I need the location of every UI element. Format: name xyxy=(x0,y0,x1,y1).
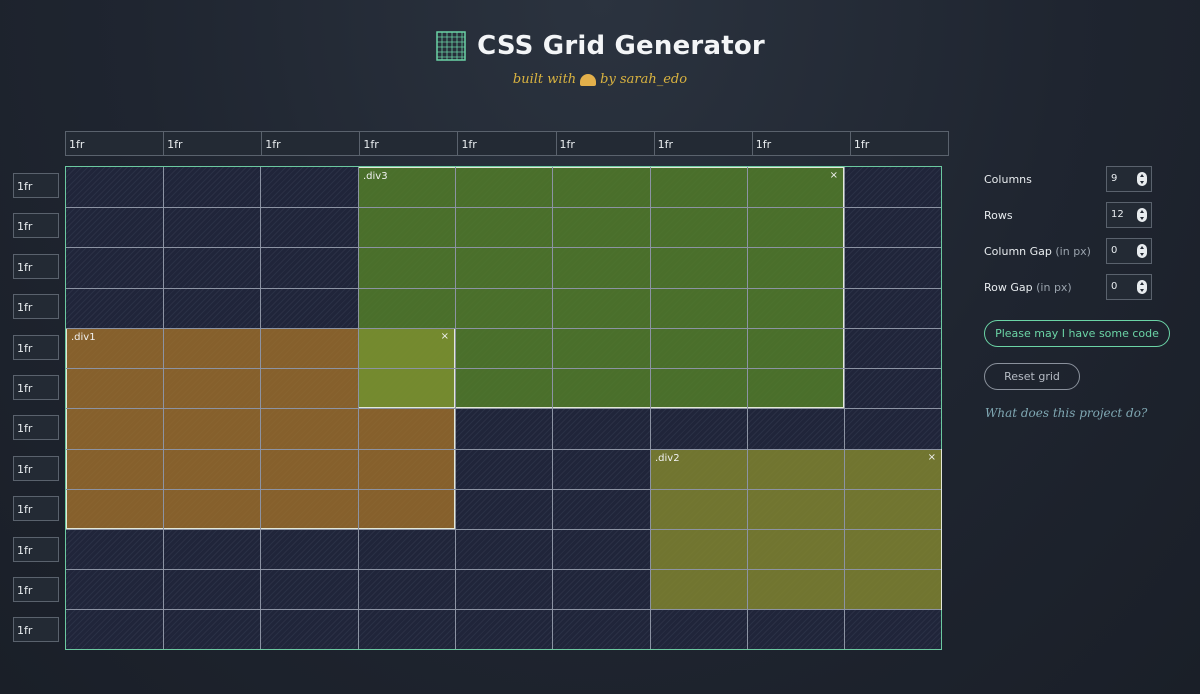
subtitle-suffix: by sarah_edo xyxy=(600,72,688,87)
column-size-input[interactable]: 1fr xyxy=(751,131,850,156)
grid-line xyxy=(66,288,941,289)
columns-control: Columns 9 xyxy=(984,166,1152,192)
settings-panel: Columns 9 Rows 12 Column Gap (in px) 0 R… xyxy=(984,166,1184,310)
column-gap-hint: (in px) xyxy=(1055,244,1091,258)
taco-icon xyxy=(580,73,597,86)
grid-line xyxy=(66,247,941,248)
grid-line xyxy=(66,609,941,610)
grid-logo-icon xyxy=(436,31,466,61)
row-size-input[interactable]: 1fr xyxy=(13,294,59,320)
subtitle-prefix: built with xyxy=(512,72,577,87)
column-gap-label: Column Gap (in px) xyxy=(984,245,1091,258)
grid-line xyxy=(66,207,941,208)
grid-line xyxy=(66,569,941,570)
column-size-input[interactable]: 1fr xyxy=(65,131,164,156)
row-gap-label-text: Row Gap xyxy=(984,280,1033,294)
row-size-input[interactable]: 1fr xyxy=(13,496,59,522)
row-size-input[interactable]: 1fr xyxy=(13,374,59,400)
close-icon[interactable]: × xyxy=(829,170,838,181)
row-gap-value: 0 xyxy=(1111,281,1118,292)
column-gap-control: Column Gap (in px) 0 xyxy=(984,238,1152,264)
row-gap-label: Row Gap (in px) xyxy=(984,281,1072,294)
stepper-icon[interactable] xyxy=(1137,172,1147,186)
column-size-input[interactable]: 1fr xyxy=(555,131,654,156)
area-label: .div1 xyxy=(71,332,96,343)
column-size-input[interactable]: 1fr xyxy=(261,131,360,156)
grid-line xyxy=(66,489,941,490)
reset-grid-button[interactable]: Reset grid xyxy=(984,363,1080,390)
rows-input[interactable]: 12 xyxy=(1106,202,1152,228)
subtitle: built with by sarah_edo xyxy=(0,72,1200,87)
grid-canvas[interactable]: .div3 × .div1 × .div2 × xyxy=(65,166,942,650)
close-icon[interactable]: × xyxy=(440,331,449,342)
area-label: .div2 xyxy=(655,453,680,464)
rows-control: Rows 12 xyxy=(984,202,1152,228)
area-label: .div3 xyxy=(363,171,388,182)
column-gap-value: 0 xyxy=(1111,245,1118,256)
row-size-inputs: 1fr 1fr 1fr 1fr 1fr 1fr 1fr 1fr 1fr 1fr … xyxy=(13,173,59,658)
grid-line xyxy=(66,449,941,450)
grid-line xyxy=(66,368,941,369)
column-size-input[interactable]: 1fr xyxy=(653,131,752,156)
row-size-input[interactable]: 1fr xyxy=(13,455,59,481)
page-title: CSS Grid Generator xyxy=(477,31,765,61)
row-gap-hint: (in px) xyxy=(1036,280,1072,294)
columns-value: 9 xyxy=(1111,173,1118,184)
column-size-input[interactable]: 1fr xyxy=(163,131,262,156)
get-code-button[interactable]: Please may I have some code xyxy=(984,320,1170,347)
column-gap-label-text: Column Gap xyxy=(984,244,1052,258)
grid-line xyxy=(66,408,941,409)
columns-label: Columns xyxy=(984,172,1032,186)
row-gap-control: Row Gap (in px) 0 xyxy=(984,274,1152,300)
project-info-link[interactable]: What does this project do? xyxy=(985,406,1148,420)
row-size-input[interactable]: 1fr xyxy=(13,334,59,360)
row-size-input[interactable]: 1fr xyxy=(13,173,59,198)
rows-label: Rows xyxy=(984,208,1013,222)
stepper-icon[interactable] xyxy=(1137,244,1147,258)
grid-line xyxy=(66,529,941,530)
row-size-input[interactable]: 1fr xyxy=(13,415,59,441)
grid-line xyxy=(66,328,941,329)
row-size-input[interactable]: 1fr xyxy=(13,536,59,562)
close-icon[interactable]: × xyxy=(927,452,936,463)
row-size-input[interactable]: 1fr xyxy=(13,253,59,279)
stepper-icon[interactable] xyxy=(1137,208,1147,222)
column-size-input[interactable]: 1fr xyxy=(359,131,458,156)
columns-input[interactable]: 9 xyxy=(1106,166,1152,192)
stepper-icon[interactable] xyxy=(1137,280,1147,294)
rows-value: 12 xyxy=(1111,209,1124,220)
grid-lines xyxy=(66,167,941,649)
column-size-inputs: 1fr 1fr 1fr 1fr 1fr 1fr 1fr 1fr 1fr xyxy=(65,131,949,156)
header: CSS Grid Generator built with by sarah_ed… xyxy=(0,30,1200,87)
row-size-input[interactable]: 1fr xyxy=(13,617,59,643)
column-size-input[interactable]: 1fr xyxy=(457,131,556,156)
column-size-input[interactable]: 1fr xyxy=(849,131,949,156)
title-row: CSS Grid Generator xyxy=(435,30,765,62)
row-gap-input[interactable]: 0 xyxy=(1106,274,1152,300)
column-gap-input[interactable]: 0 xyxy=(1106,238,1152,264)
row-size-input[interactable]: 1fr xyxy=(13,213,59,239)
row-size-input[interactable]: 1fr xyxy=(13,576,59,602)
